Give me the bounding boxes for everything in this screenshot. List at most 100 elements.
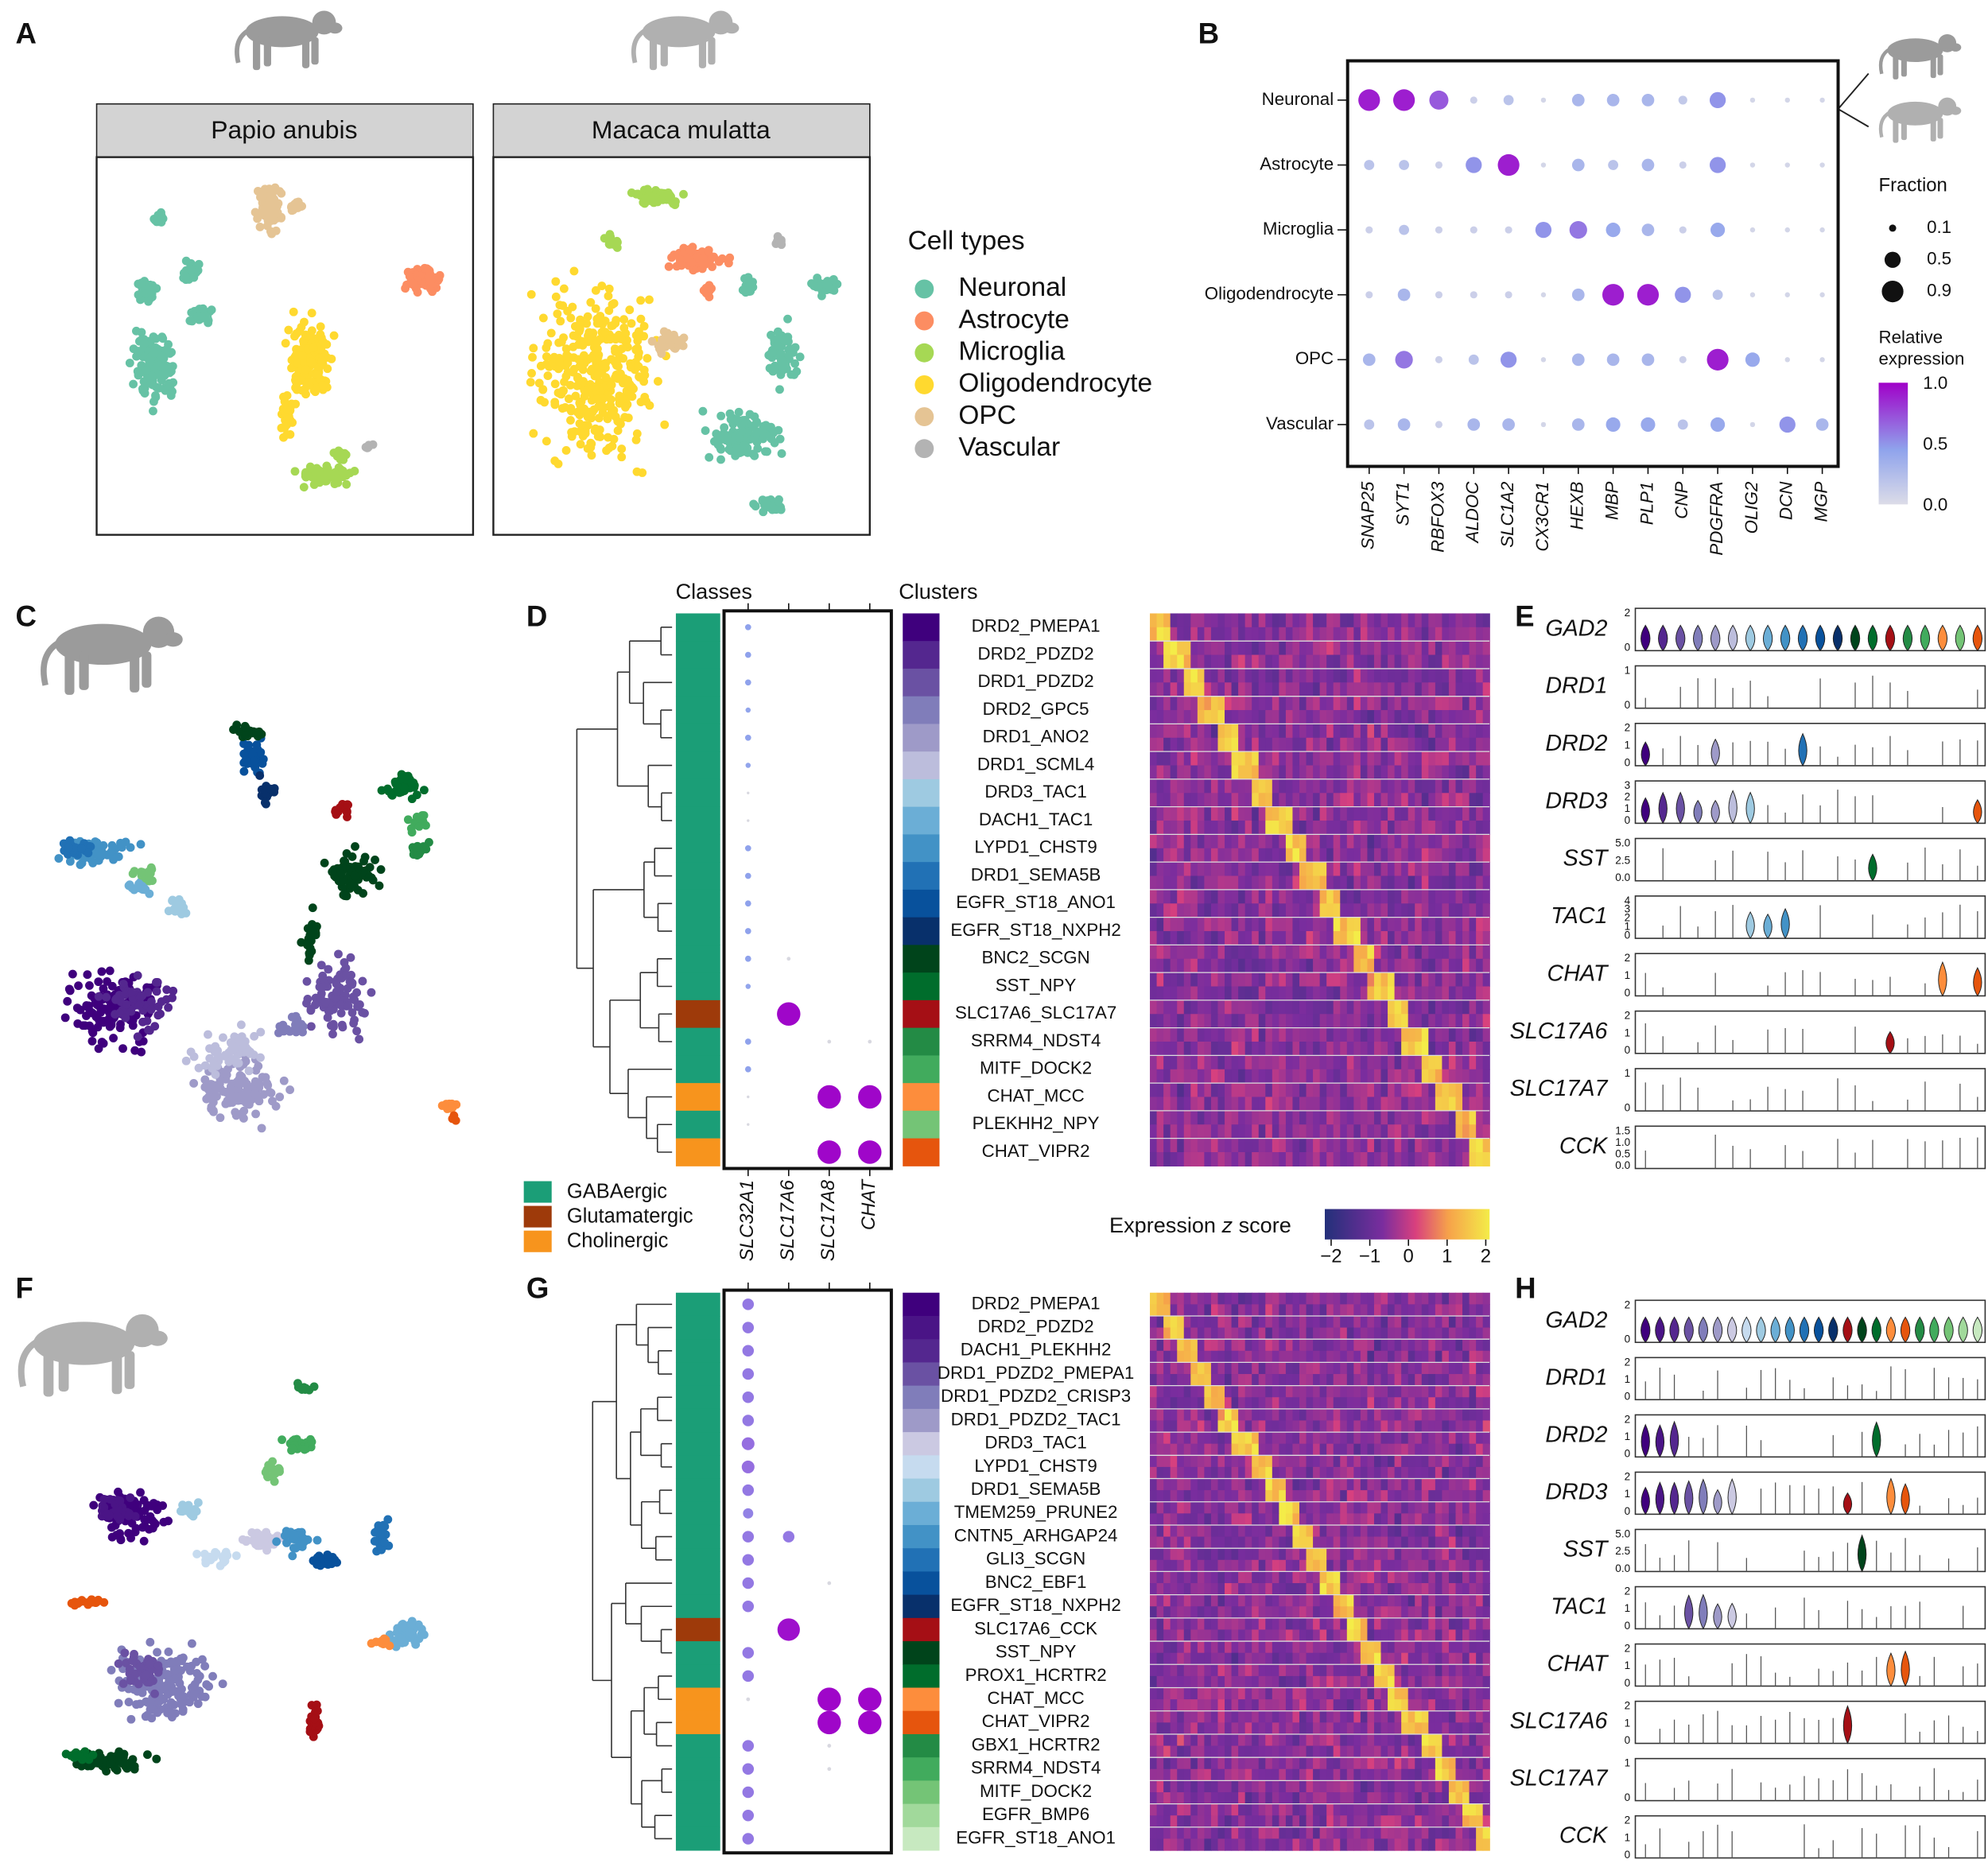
heatmap-cell [1462, 1362, 1470, 1375]
heatmap-cell [1388, 917, 1396, 932]
panel-label: E [1515, 600, 1534, 632]
heatmap-cell [1163, 986, 1171, 1001]
umap-point [614, 394, 623, 404]
cluster-bar [903, 668, 940, 697]
heatmap-cell [1326, 778, 1334, 794]
heatmap-cell [1238, 778, 1246, 794]
heatmap-cell [1238, 999, 1246, 1015]
heatmap-cell [1401, 862, 1409, 877]
heatmap-cell [1244, 958, 1252, 973]
heatmap-cell [1238, 737, 1246, 752]
heatmap-cell [1231, 1385, 1239, 1398]
heatmap-cell [1170, 862, 1178, 877]
heatmap-cell [1476, 834, 1484, 849]
heatmap-cell [1462, 751, 1470, 767]
heatmap-cell [1285, 1350, 1294, 1364]
heatmap-cell [1421, 917, 1429, 932]
heatmap-cell [1299, 1443, 1307, 1456]
heatmap-cell [1292, 1327, 1300, 1340]
heatmap-cell [1448, 1478, 1457, 1491]
umap-point [198, 304, 208, 313]
heatmap-cell [1482, 710, 1490, 725]
colorbar-label: 0 [1404, 1245, 1414, 1267]
dot [1677, 419, 1688, 430]
heatmap-cell [1435, 1096, 1443, 1112]
heatmap-cell [1476, 806, 1484, 821]
heatmap-cell [1476, 668, 1484, 683]
heatmap-cell [1279, 1350, 1287, 1364]
heatmap-cell [1388, 1055, 1396, 1070]
umap-point [270, 215, 278, 225]
heatmap-cell [1150, 958, 1158, 973]
heatmap-cell [1455, 1055, 1463, 1070]
heatmap-cell [1238, 917, 1246, 932]
heatmap-cell [1373, 710, 1382, 725]
heatmap-cell [1170, 765, 1178, 780]
heatmap-cell [1204, 710, 1212, 725]
heatmap-cell [1353, 641, 1361, 656]
heatmap-cell [1313, 765, 1321, 780]
heatmap-cell [1448, 958, 1457, 973]
heatmap-cell [1204, 1374, 1212, 1387]
heatmap-cell [1319, 806, 1327, 821]
heatmap-cell [1279, 765, 1287, 780]
heatmap-cell [1197, 1466, 1206, 1480]
heatmap-cell [1313, 862, 1321, 877]
heatmap-cell [1476, 1432, 1484, 1445]
heatmap-cell [1353, 627, 1361, 642]
heatmap-cell [1482, 821, 1490, 836]
heatmap-cell [1190, 1096, 1198, 1112]
heatmap-cell [1183, 737, 1191, 752]
heatmap-cell [1210, 1083, 1219, 1098]
heatmap-cell [1428, 1455, 1436, 1468]
heatmap-cell [1231, 737, 1239, 752]
monkey-body [55, 623, 152, 666]
umap-point [768, 347, 778, 357]
heatmap-cell [1272, 1124, 1280, 1139]
heatmap-cell [1421, 751, 1429, 767]
heatmap-cell [1163, 778, 1171, 794]
heatmap-cell [1455, 1327, 1463, 1340]
heatmap-cell [1292, 1385, 1300, 1398]
heatmap-cell [1265, 737, 1273, 752]
heatmap-cell [1279, 1501, 1287, 1514]
heatmap-cell [1373, 1374, 1382, 1387]
heatmap-cell [1217, 1151, 1225, 1167]
heatmap-cell [1225, 1138, 1233, 1153]
heatmap-cell [1210, 1397, 1219, 1410]
heatmap-cell [1190, 1138, 1198, 1153]
heatmap-cell [1360, 668, 1369, 683]
heatmap-cell [1258, 1432, 1266, 1445]
umap-point [593, 432, 603, 441]
heatmap-cell [1150, 1292, 1158, 1306]
heatmap-cell [1442, 1490, 1450, 1503]
dot [1709, 91, 1726, 109]
heatmap-cell [1204, 1292, 1212, 1306]
heatmap-cell [1204, 1362, 1212, 1375]
legend-swatch [914, 279, 934, 299]
heatmap-cell [1469, 765, 1477, 780]
dot [744, 1065, 751, 1073]
heatmap-cell [1435, 1110, 1443, 1125]
heatmap-cell [1150, 724, 1158, 739]
heatmap-cell [1360, 1397, 1369, 1410]
heatmap-cell [1353, 903, 1361, 918]
heatmap-cell [1238, 1455, 1246, 1468]
heatmap-cell [1183, 793, 1191, 808]
monkey-leg [1893, 118, 1899, 143]
heatmap-cell [1340, 931, 1348, 946]
heatmap-cell [1210, 1327, 1219, 1340]
heatmap-cell [1428, 862, 1436, 877]
heatmap-cell [1373, 1083, 1382, 1098]
heatmap-cell [1210, 1110, 1219, 1125]
heatmap-cell [1455, 627, 1463, 642]
class-bar [675, 1501, 720, 1526]
heatmap-cell [1455, 1096, 1463, 1112]
umap-point [290, 332, 299, 341]
heatmap-cell [1183, 945, 1191, 960]
heatmap-cell [1388, 1513, 1396, 1526]
heatmap-cell [1367, 751, 1375, 767]
heatmap-cell [1225, 778, 1233, 794]
heatmap-cell [1183, 710, 1191, 725]
heatmap-cell [1380, 931, 1388, 946]
